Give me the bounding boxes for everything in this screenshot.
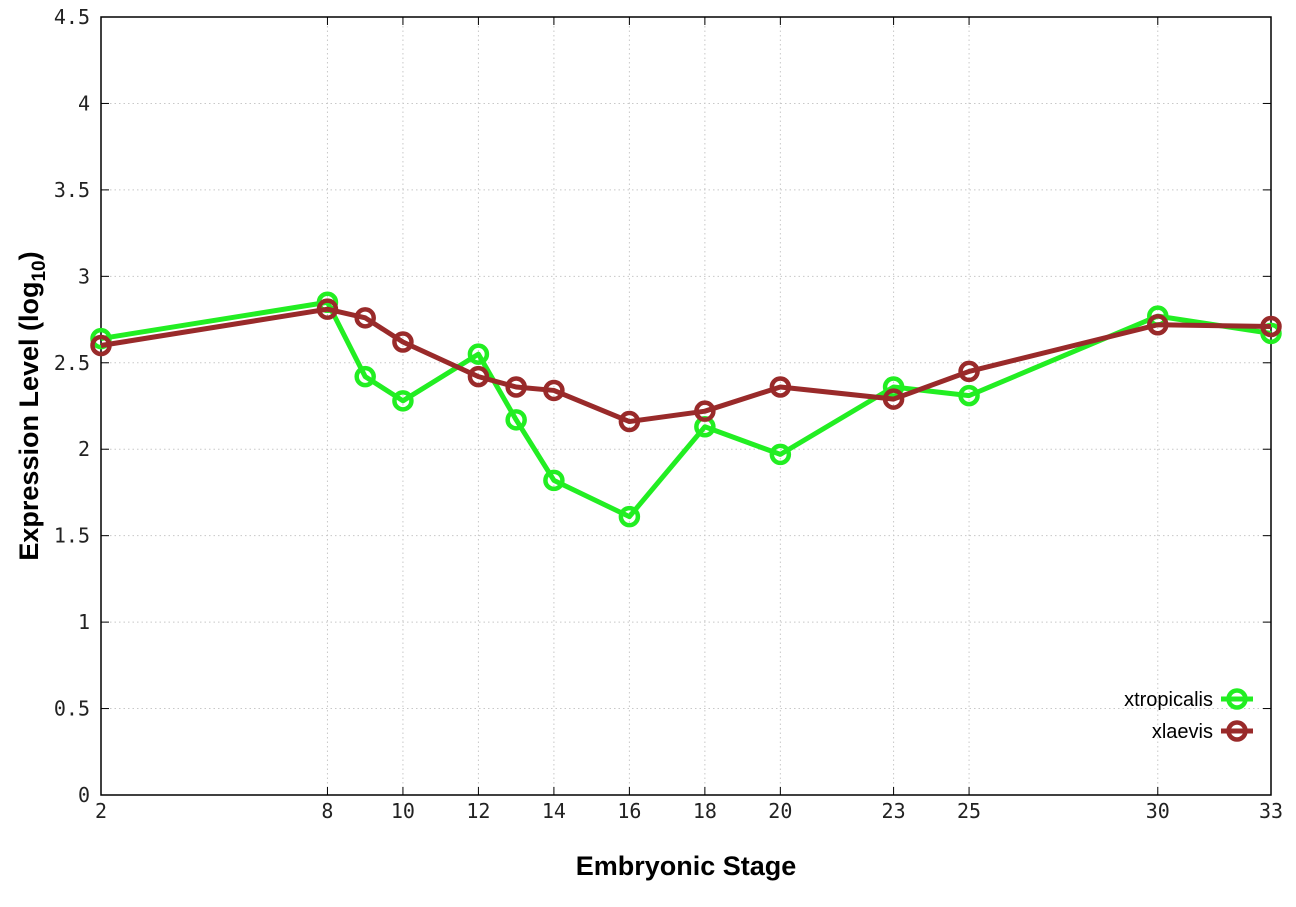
x-tick-label: 12 [466, 799, 490, 823]
data-point-xlaevis [90, 334, 112, 357]
data-point-xtropicalis [882, 376, 905, 398]
legend-marker-swatch [1226, 688, 1248, 710]
x-tick-label: 18 [693, 799, 717, 823]
x-tick-label: 14 [542, 799, 566, 823]
y-tick-label: 3.5 [54, 178, 90, 202]
data-point-xtropicalis [392, 390, 414, 412]
data-point-xlaevis [769, 376, 792, 398]
axis-ticks: 0 0.5 1 1.5 2 2.5 3 3.5 4 4.5 2 8 10 12 14 16 18 20 23 25 30… [54, 5, 1283, 823]
legend-label: xtropicalis [1124, 689, 1213, 711]
y-tick-label: 1.5 [54, 524, 90, 548]
plot-frame [100, 16, 1272, 796]
y-tick-label: 0.5 [54, 697, 90, 721]
legend-item-xtropicalis: xtropicalis [1124, 688, 1253, 711]
legend-marker-swatch [1226, 720, 1248, 742]
x-tick-label: 8 [321, 799, 333, 823]
legend-item-xlaevis: xlaevis [1152, 720, 1253, 743]
data-point-xtropicalis [505, 409, 527, 431]
legend: xtropicalis xlaevis [1124, 688, 1253, 743]
data-point-xtropicalis [467, 343, 490, 365]
data-point-xlaevis [694, 400, 716, 422]
data-point-xlaevis [505, 376, 527, 398]
data-point-xlaevis [1260, 315, 1282, 338]
y-tick-label: 2.5 [54, 351, 90, 375]
y-axis-title: Expression Level (log10) [14, 251, 50, 560]
y-tick-label: 4.5 [54, 5, 90, 29]
data-point-xtropicalis [958, 384, 980, 407]
x-tick-label: 25 [957, 799, 981, 823]
data-point-xlaevis [958, 360, 980, 383]
x-axis-title: Embryonic Stage [576, 851, 797, 881]
grid [101, 17, 1271, 795]
data-point-xlaevis [618, 410, 641, 433]
series-line-xlaevis [100, 306, 1272, 425]
x-tick-label: 23 [882, 799, 906, 823]
y-tick-label: 1 [78, 610, 90, 634]
x-tick-label: 33 [1259, 799, 1283, 823]
data-point-xtropicalis [543, 469, 565, 492]
series-line-xtropicalis [100, 299, 1272, 520]
legend-label: xlaevis [1152, 721, 1213, 743]
y-tick-label: 2 [78, 437, 90, 461]
data-point-xlaevis [392, 331, 414, 353]
x-tick-label: 16 [617, 799, 641, 823]
series-xlaevis [90, 298, 1282, 433]
data-point-xtropicalis [90, 327, 112, 350]
data-point-xtropicalis [769, 443, 792, 466]
data-point-xtropicalis [618, 505, 641, 528]
series-xtropicalis [90, 291, 1282, 528]
x-tick-label: 10 [391, 799, 415, 823]
data-point-xlaevis [316, 298, 339, 320]
series-layer [90, 291, 1282, 528]
y-axis-title-subscript: 10 [29, 260, 50, 281]
y-tick-label: 4 [78, 91, 90, 115]
data-point-xlaevis [1147, 313, 1169, 336]
x-tick-label: 20 [768, 799, 792, 823]
y-tick-label: 3 [78, 264, 90, 288]
data-point-xlaevis [882, 388, 905, 410]
x-tick-label: 30 [1146, 799, 1170, 823]
data-point-xtropicalis [354, 365, 376, 388]
data-point-xlaevis [354, 307, 376, 329]
data-point-xlaevis [467, 365, 490, 388]
x-tick-label: 2 [95, 799, 107, 823]
data-point-xlaevis [543, 379, 565, 402]
y-tick-label: 0 [78, 783, 90, 807]
